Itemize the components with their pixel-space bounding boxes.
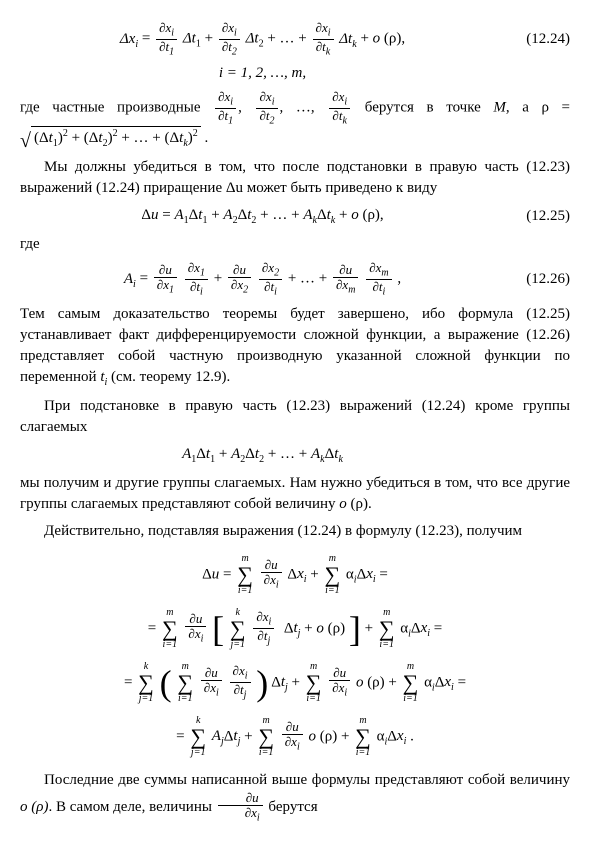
derivation-row-4: = k∑j=1 AjΔtj + m∑i=1 ∂u∂xi o (ρ) + m∑i=…	[20, 716, 570, 758]
text-part: где частные производные	[20, 100, 213, 116]
point-M: M	[493, 100, 506, 116]
text-part: берутся в точке	[365, 100, 494, 116]
eq-12-25-body: Δu = A1Δt1 + A2Δt2 + … + AkΔtk + o (ρ),	[20, 205, 505, 228]
where-label: где	[20, 234, 570, 255]
text-part: . В самом деле, величины	[48, 798, 215, 814]
text-part: , а ρ =	[506, 100, 570, 116]
paragraph-3: Тем самым доказательство теоремы будет з…	[20, 304, 570, 390]
paragraph-4: При подстановке в правую часть (12.23) в…	[20, 396, 570, 438]
text-part: o (ρ)	[20, 798, 48, 814]
equation-index-range: i = 1, 2, …, m,	[20, 63, 570, 84]
paragraph-5: мы получим и другие группы слагаемых. На…	[20, 473, 570, 515]
paragraph-6: Действительно, подставляя выражения (12.…	[20, 521, 570, 542]
derivation-row-1: Δu = m∑i=1 ∂u∂xi Δxi + m∑i=1 αiΔxi =	[20, 554, 570, 596]
eq-12-26-body: Ai = ∂u∂x1 ∂x1∂ti + ∂u∂x2 ∂x2∂ti + … + ∂…	[20, 261, 505, 297]
eq-12-24-body: Δxi = ∂xi∂t1 Δt1 + ∂xi∂t2 Δt2 + … + ∂xi∂…	[20, 21, 505, 57]
equation-mid: A1Δt1 + A2Δt2 + … + AkΔtk	[20, 444, 570, 467]
derivation-row-2: = m∑i=1 ∂u∂xi [ k∑j=1 ∂xi∂tj Δtj + o (ρ)…	[20, 608, 570, 650]
paragraph-partials: где частные производные ∂xi∂t1, ∂xi∂t2, …	[20, 90, 570, 151]
text-part: Последние две суммы написанной выше форм…	[44, 772, 570, 788]
paragraph-7: Последние две суммы написанной выше форм…	[20, 770, 570, 824]
sqrt-expression: √(Δt1)2 + (Δt2)2 + … + (Δtk)2	[20, 126, 201, 151]
equation-12-24: Δxi = ∂xi∂t1 Δt1 + ∂xi∂t2 Δt2 + … + ∂xi∂…	[20, 21, 570, 57]
derivation-block: Δu = m∑i=1 ∂u∂xi Δxi + m∑i=1 αiΔxi = = m…	[20, 554, 570, 758]
eq-12-24-number: (12.24)	[505, 29, 570, 50]
eq-12-26-number: (12.26)	[505, 269, 570, 290]
equation-12-26: Ai = ∂u∂x1 ∂x1∂ti + ∂u∂x2 ∂x2∂ti + … + ∂…	[20, 261, 570, 297]
eq-12-25-number: (12.25)	[505, 206, 570, 227]
eq-mid-body: A1Δt1 + A2Δt2 + … + AkΔtk	[20, 444, 505, 467]
derivation-row-3: = k∑j=1 ( m∑i=1 ∂u∂xi ∂xi∂tj ) Δtj + m∑i…	[20, 662, 570, 704]
equation-12-25: Δu = A1Δt1 + A2Δt2 + … + AkΔtk + o (ρ), …	[20, 205, 570, 228]
paragraph-2: Мы должны убедиться в том, что после под…	[20, 157, 570, 199]
text-part: берутся	[268, 798, 317, 814]
